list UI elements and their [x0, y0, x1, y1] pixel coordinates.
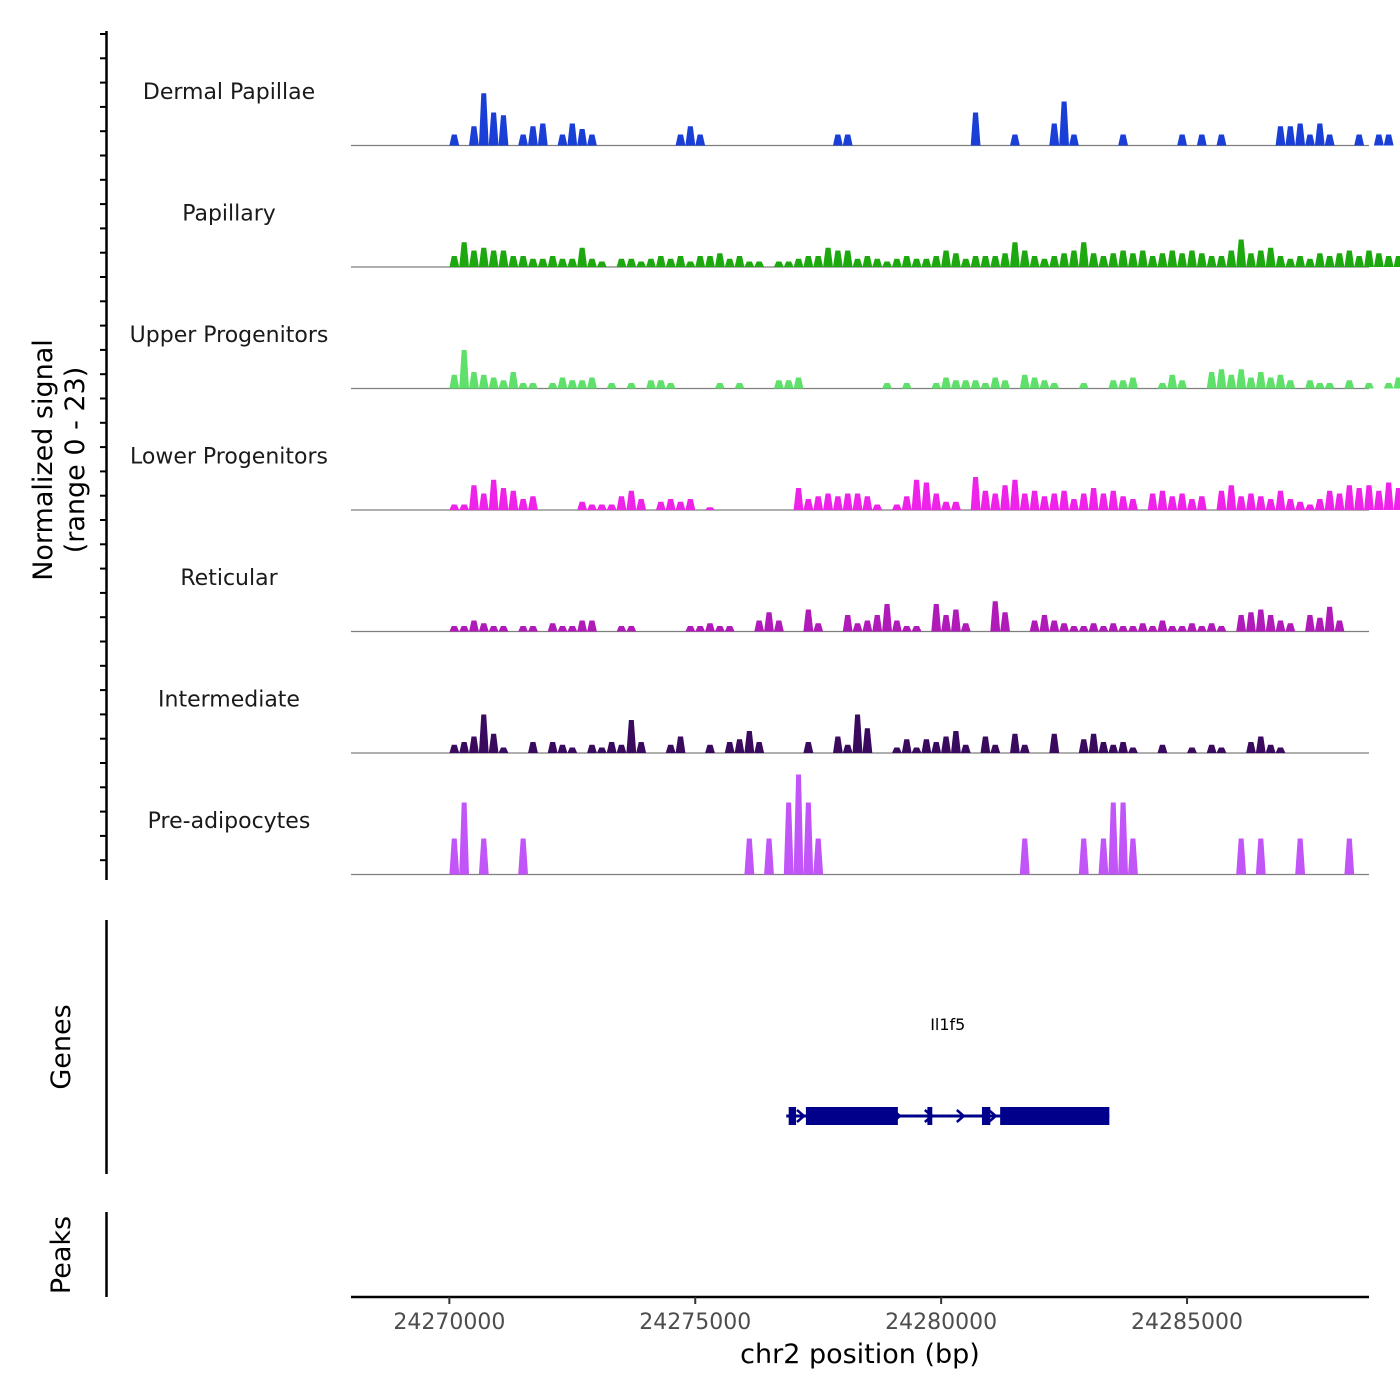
- strand-arrow-icon: [956, 1109, 966, 1123]
- genes-panel-title: Genes: [46, 1004, 77, 1089]
- x-tick-label: 24280000: [885, 1310, 997, 1335]
- y-axis-title-line-1: Normalized signal: [28, 339, 59, 581]
- track: [351, 93, 1394, 147]
- track-label: Reticular: [180, 566, 278, 591]
- track-label: Lower Progenitors: [130, 445, 328, 470]
- signal-tracks: [351, 93, 1400, 876]
- strand-arrow-icon: [1019, 1109, 1030, 1123]
- gene-exon: [788, 1107, 797, 1125]
- signal-area: [449, 350, 1400, 389]
- track-label: Dermal Papillae: [143, 80, 315, 105]
- strand-arrow-icon: [1083, 1109, 1094, 1123]
- y-axis-title-line-2: (range 0 - 23): [60, 367, 91, 554]
- y-axis-title: Normalized signal (range 0 - 23): [28, 339, 91, 581]
- gene-model[interactable]: [786, 1107, 1110, 1125]
- x-axis-ticks: 24270000 24275000 24280000 24285000: [393, 1297, 1243, 1335]
- x-tick-label: 24285000: [1131, 1310, 1243, 1335]
- coverage-y-axis-ticks: [100, 33, 106, 862]
- signal-area: [449, 601, 1345, 632]
- strand-arrow-icon: [987, 1109, 998, 1123]
- strand-arrow-icon: [796, 1109, 806, 1123]
- track-label: Pre-adipocytes: [148, 809, 311, 834]
- x-tick-label: 24275000: [639, 1310, 751, 1335]
- x-tick-label: 24270000: [393, 1310, 505, 1335]
- track: [351, 601, 1369, 633]
- gene-label: Il1f5: [930, 1015, 965, 1034]
- signal-area: [449, 714, 1286, 753]
- strand-arrow-icon: [1051, 1109, 1062, 1123]
- track-label: Intermediate: [158, 688, 300, 713]
- x-axis-title: chr2 position (bp): [740, 1339, 980, 1370]
- track-labels: Dermal Papillae Papillary Upper Progenitor…: [130, 80, 329, 834]
- strand-arrow-icon: [860, 1109, 870, 1123]
- signal-area: [449, 239, 1400, 267]
- peaks-panel-title: Peaks: [46, 1216, 77, 1294]
- strand-arrow-icon: [828, 1109, 838, 1123]
- track: [351, 714, 1369, 754]
- track-label: Papillary: [182, 202, 276, 227]
- track-label: Upper Progenitors: [130, 323, 329, 348]
- gene-exon: [1000, 1107, 1110, 1125]
- gene-exon: [805, 1107, 898, 1125]
- track: [351, 239, 1400, 268]
- signal-area: [449, 93, 1394, 146]
- track: [351, 350, 1400, 390]
- track: [351, 774, 1369, 876]
- signal-area: [449, 477, 1400, 510]
- strand-arrow-icon: [892, 1109, 902, 1123]
- track: [351, 477, 1400, 511]
- gene-exon: [981, 1107, 991, 1125]
- strand-arrow-icon: [924, 1109, 934, 1123]
- gene-exon: [927, 1107, 933, 1125]
- signal-area: [449, 774, 1355, 875]
